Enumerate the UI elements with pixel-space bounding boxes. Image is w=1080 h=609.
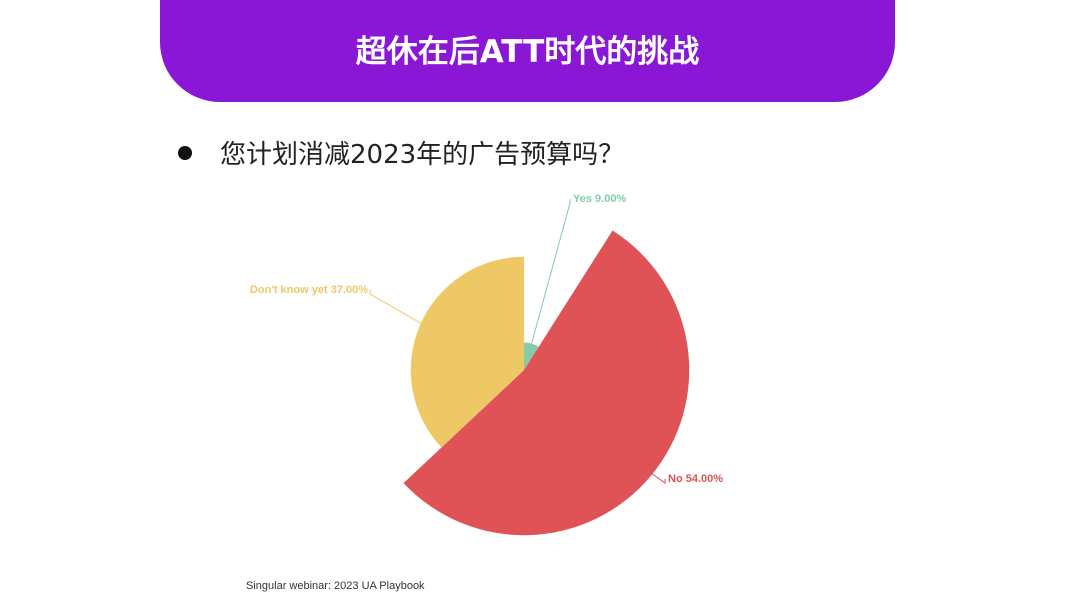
leader-line — [369, 290, 436, 333]
slice-category: Yes — [573, 193, 592, 205]
bullet — [178, 146, 192, 160]
source-note: Singular webinar: 2023 UA Playbook — [246, 580, 425, 592]
slice-label: Don't know yet 37.00% — [250, 284, 368, 296]
slice-category: No — [668, 473, 683, 485]
slice-value: 37.00% — [331, 284, 369, 296]
leader-line — [631, 459, 666, 484]
question: 您计划消减2023年的广告预算吗？ — [220, 140, 625, 170]
slice-value: 54.00% — [686, 473, 724, 485]
slice-label: No 54.00% — [668, 473, 723, 485]
pie-slice — [524, 342, 539, 370]
pie-slice — [403, 230, 690, 536]
slice-value: 9.00% — [595, 193, 626, 205]
header-banner — [160, 0, 895, 102]
leader-line — [530, 199, 571, 348]
slice-label: Yes 9.00% — [573, 193, 626, 205]
slide-title: 超休在后ATT时代的挑战 — [355, 34, 700, 70]
pie-slice — [410, 256, 524, 448]
slice-category: Don't know yet — [250, 284, 328, 296]
